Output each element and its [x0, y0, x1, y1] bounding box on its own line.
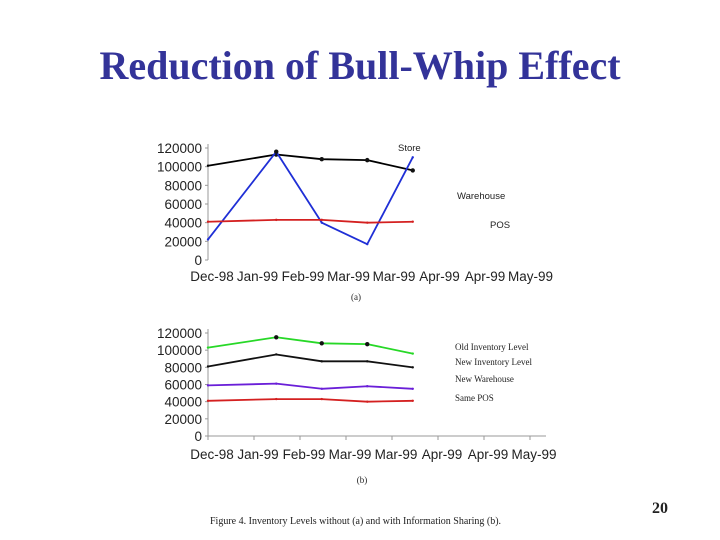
data-point: [319, 341, 324, 346]
data-point: [206, 164, 210, 167]
data-point: [411, 366, 414, 369]
x-tick-label: Apr-99: [468, 447, 509, 462]
x-tick-label: Apr-99: [419, 269, 460, 284]
x-tick-label: Apr-99: [422, 447, 463, 462]
y-tick-label: 120000: [157, 141, 202, 156]
data-point: [366, 360, 369, 363]
data-point: [320, 397, 323, 401]
data-point: [411, 399, 414, 403]
series-line-store: [207, 153, 413, 172]
x-tick-label: Apr-99: [465, 269, 506, 284]
x-tick-label: Jan-99: [237, 269, 278, 284]
data-point: [206, 399, 210, 403]
data-point: [320, 360, 323, 363]
x-tick-label: Mar-99: [327, 269, 370, 284]
data-point: [366, 221, 369, 224]
x-tick-label: May-99: [511, 447, 556, 462]
data-point: [366, 400, 369, 403]
series-label: POS: [490, 220, 510, 231]
data-point: [410, 168, 415, 173]
figure-caption: Figure 4. Inventory Levels without (a) a…: [210, 516, 502, 527]
data-point: [206, 384, 210, 387]
data-point: [275, 353, 278, 356]
data-point: [206, 365, 210, 368]
chart-b-inventory-with-sharing: 120000 100000 80000 60000 40000 20000 0 Dec-98 J…: [157, 326, 557, 485]
x-tick-label: Mar-99: [375, 447, 418, 462]
series-label: Old Inventory Level: [455, 342, 529, 352]
data-point: [320, 218, 323, 222]
data-point: [275, 397, 278, 401]
data-point: [319, 157, 324, 162]
series-line-pos: [207, 218, 413, 224]
data-point: [206, 346, 210, 349]
series-line-same-pos: [207, 398, 413, 403]
x-tick-label: Jan-99: [237, 447, 278, 462]
series-label: New Inventory Level: [455, 357, 532, 367]
data-point: [411, 352, 414, 355]
x-tick-label: Dec-98: [190, 447, 234, 462]
series-line-new-inventory-level: [207, 353, 413, 369]
data-point: [365, 341, 370, 347]
x-tick-label: Dec-98: [190, 269, 234, 284]
data-point: [366, 385, 369, 388]
y-tick-label: 80000: [164, 178, 202, 193]
x-tick-label: Mar-99: [329, 447, 372, 462]
series-label: New Warehouse: [455, 374, 514, 384]
chart-sublabel: (a): [351, 292, 361, 302]
y-tick-label: 80000: [164, 360, 202, 375]
data-point: [320, 221, 323, 224]
data-point: [274, 335, 279, 340]
series-label: Same POS: [455, 393, 494, 403]
data-point: [275, 382, 278, 385]
data-point: [411, 156, 414, 159]
y-tick-label: 40000: [164, 216, 202, 231]
slide-title: Reduction of Bull-Whip Effect: [99, 43, 621, 88]
data-point: [206, 238, 210, 241]
y-tick-label: 0: [194, 429, 202, 444]
x-tick-label: Feb-99: [282, 269, 325, 284]
data-point: [274, 149, 279, 154]
data-point: [206, 220, 210, 223]
y-tick-label: 100000: [157, 160, 202, 175]
data-point: [365, 157, 370, 163]
series-line-new-warehouse: [207, 382, 413, 390]
data-point: [411, 220, 414, 223]
page-number: 20: [652, 500, 668, 517]
series-line-warehouse: [207, 150, 414, 246]
data-point: [366, 242, 369, 246]
y-tick-label: 0: [194, 253, 202, 268]
y-tick-label: 20000: [164, 412, 202, 427]
series-label: Store: [398, 143, 421, 154]
y-tick-label: 20000: [164, 234, 202, 249]
x-tick-label: Mar-99: [373, 269, 416, 284]
series-label: Warehouse: [457, 191, 505, 202]
chart-sublabel: (b): [357, 475, 368, 485]
y-tick-label: 40000: [164, 395, 202, 410]
x-tick-label: May-99: [508, 269, 553, 284]
data-point: [411, 387, 414, 390]
y-tick-label: 100000: [157, 343, 202, 358]
y-tick-label: 60000: [164, 378, 202, 393]
series-line-old-inventory-level: [207, 336, 413, 355]
x-tick-label: Feb-99: [283, 447, 326, 462]
data-point: [275, 218, 278, 222]
y-tick-label: 60000: [164, 197, 202, 212]
data-point: [320, 387, 323, 390]
y-tick-label: 120000: [157, 326, 202, 341]
